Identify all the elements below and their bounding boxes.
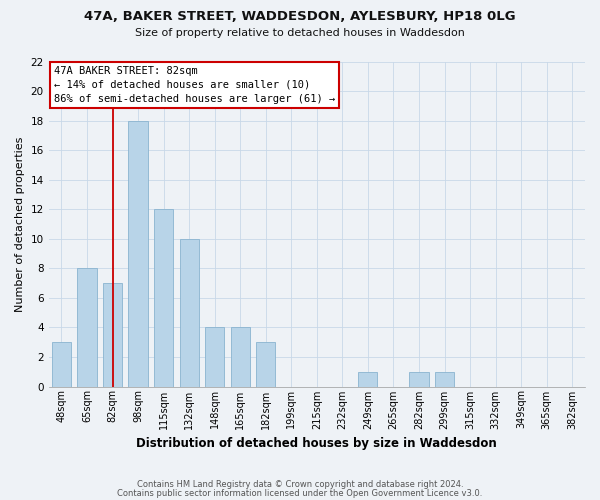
Text: Size of property relative to detached houses in Waddesdon: Size of property relative to detached ho… [135, 28, 465, 38]
Bar [358, 372, 377, 386]
Y-axis label: Number of detached properties: Number of detached properties [15, 136, 25, 312]
Text: Contains public sector information licensed under the Open Government Licence v3: Contains public sector information licen… [118, 489, 482, 498]
Bar [409, 372, 428, 386]
Bar [77, 268, 97, 386]
Bar [52, 342, 71, 386]
Bar [154, 209, 173, 386]
Text: Contains HM Land Registry data © Crown copyright and database right 2024.: Contains HM Land Registry data © Crown c… [137, 480, 463, 489]
X-axis label: Distribution of detached houses by size in Waddesdon: Distribution of detached houses by size … [136, 437, 497, 450]
Bar [435, 372, 454, 386]
Bar [256, 342, 275, 386]
Bar [230, 328, 250, 386]
Bar [128, 120, 148, 386]
Bar [103, 283, 122, 387]
Text: 47A BAKER STREET: 82sqm
← 14% of detached houses are smaller (10)
86% of semi-de: 47A BAKER STREET: 82sqm ← 14% of detache… [54, 66, 335, 104]
Text: 47A, BAKER STREET, WADDESDON, AYLESBURY, HP18 0LG: 47A, BAKER STREET, WADDESDON, AYLESBURY,… [84, 10, 516, 23]
Bar [205, 328, 224, 386]
Bar [179, 239, 199, 386]
